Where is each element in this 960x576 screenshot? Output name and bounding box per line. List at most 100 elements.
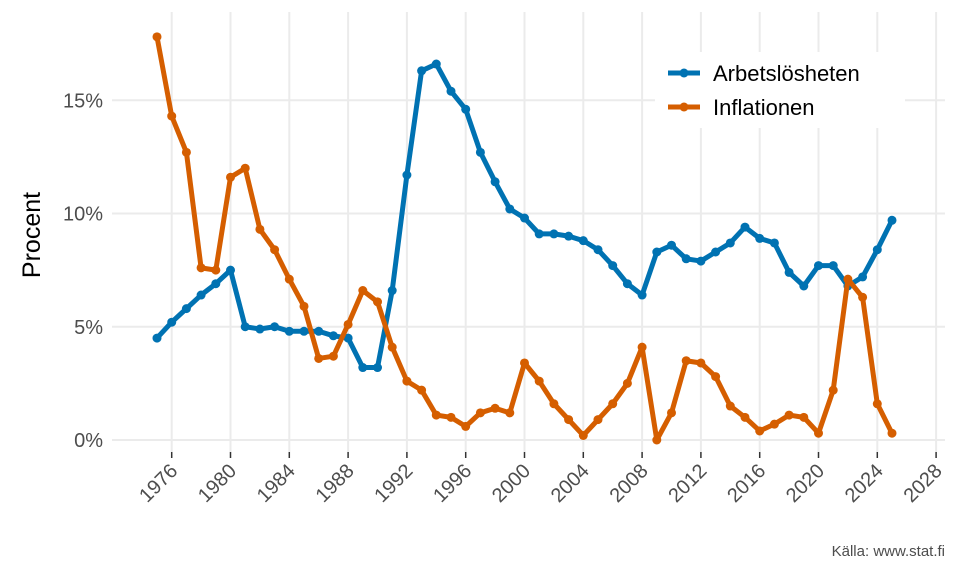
data-point: [828, 261, 838, 271]
data-point: [446, 86, 456, 96]
data-point: [314, 353, 324, 363]
data-point: [711, 372, 721, 382]
data-point: [858, 292, 868, 302]
data-point: [564, 415, 574, 425]
x-tick-label: 2028: [900, 460, 947, 507]
data-point: [196, 290, 206, 300]
data-point: [667, 240, 676, 250]
data-point: [887, 215, 897, 225]
legend-label: Inflationen: [713, 95, 815, 120]
data-point: [387, 342, 397, 352]
data-point: [784, 410, 794, 420]
data-point: [417, 66, 427, 76]
data-point: [622, 378, 632, 388]
data-point: [593, 245, 603, 255]
y-tick-label: 0%: [74, 430, 103, 452]
data-point: [181, 304, 191, 314]
data-point: [740, 222, 750, 232]
data-point: [211, 265, 221, 275]
data-point: [152, 32, 162, 42]
data-point: [255, 324, 265, 334]
data-point: [784, 267, 794, 277]
series-layer: [152, 32, 897, 445]
data-point: [167, 317, 177, 327]
data-point: [681, 356, 691, 366]
data-point: [431, 410, 441, 420]
data-point: [299, 301, 309, 311]
x-tick-label: 2024: [841, 460, 888, 507]
x-tick-label: 2020: [782, 460, 829, 507]
data-point: [167, 111, 177, 121]
data-point: [755, 233, 765, 243]
data-point: [461, 104, 471, 114]
data-point: [270, 245, 280, 255]
legend-key-point: [679, 68, 689, 78]
data-point: [799, 412, 809, 422]
legend-background: [655, 52, 905, 128]
x-tick-label: 2004: [547, 460, 594, 507]
data-point: [284, 274, 294, 284]
legend: Arbetslösheten Inflationen: [655, 52, 905, 128]
data-point: [828, 385, 838, 395]
data-point: [299, 326, 309, 336]
x-tick-label: 2012: [664, 460, 711, 507]
data-point: [196, 263, 206, 273]
x-axis: 1976 1980 1984 1988 1992 1996 2000 2004 2008 2012…: [135, 452, 947, 507]
data-point: [402, 376, 412, 386]
x-tick-label: 1976: [135, 460, 182, 507]
data-point: [431, 59, 441, 69]
data-point: [608, 261, 618, 271]
data-point: [534, 229, 544, 239]
data-point: [769, 419, 779, 429]
data-point: [152, 333, 162, 343]
data-point: [814, 261, 823, 271]
data-point: [652, 247, 662, 257]
data-point: [373, 297, 382, 307]
data-point: [549, 229, 559, 239]
data-point: [373, 363, 382, 373]
data-point: [226, 172, 235, 182]
data-point: [637, 342, 647, 352]
data-point: [725, 238, 735, 248]
legend-key-point: [679, 102, 689, 112]
y-tick-label: 10%: [63, 204, 103, 226]
data-point: [520, 213, 529, 223]
data-point: [490, 403, 500, 413]
data-point: [637, 290, 647, 300]
data-point: [446, 412, 456, 422]
data-point: [255, 224, 265, 234]
data-point: [387, 286, 397, 296]
x-tick-label: 1980: [194, 460, 241, 507]
data-point: [564, 231, 574, 241]
data-point: [843, 274, 853, 284]
data-point: [505, 204, 515, 214]
data-point: [461, 421, 471, 431]
data-point: [593, 415, 603, 425]
data-point: [328, 331, 338, 341]
data-point: [314, 326, 324, 336]
data-point: [755, 426, 765, 436]
data-point: [417, 385, 427, 395]
data-point: [667, 408, 676, 418]
data-point: [181, 147, 191, 157]
data-point: [343, 319, 353, 329]
data-point: [270, 322, 280, 332]
y-tick-label: 5%: [74, 317, 103, 339]
data-point: [740, 412, 750, 422]
data-point: [578, 236, 588, 246]
data-point: [358, 286, 368, 296]
data-point: [872, 245, 882, 255]
data-point: [711, 247, 721, 257]
data-point: [725, 401, 735, 411]
data-point: [328, 351, 338, 361]
data-point: [534, 376, 544, 386]
data-point: [505, 408, 515, 418]
data-point: [578, 430, 588, 440]
legend-label: Arbetslösheten: [713, 61, 860, 86]
data-point: [681, 254, 691, 264]
y-axis-label: Procent: [18, 192, 46, 278]
data-point: [402, 170, 412, 180]
data-point: [226, 265, 235, 275]
data-point: [608, 399, 618, 409]
data-point: [549, 399, 559, 409]
